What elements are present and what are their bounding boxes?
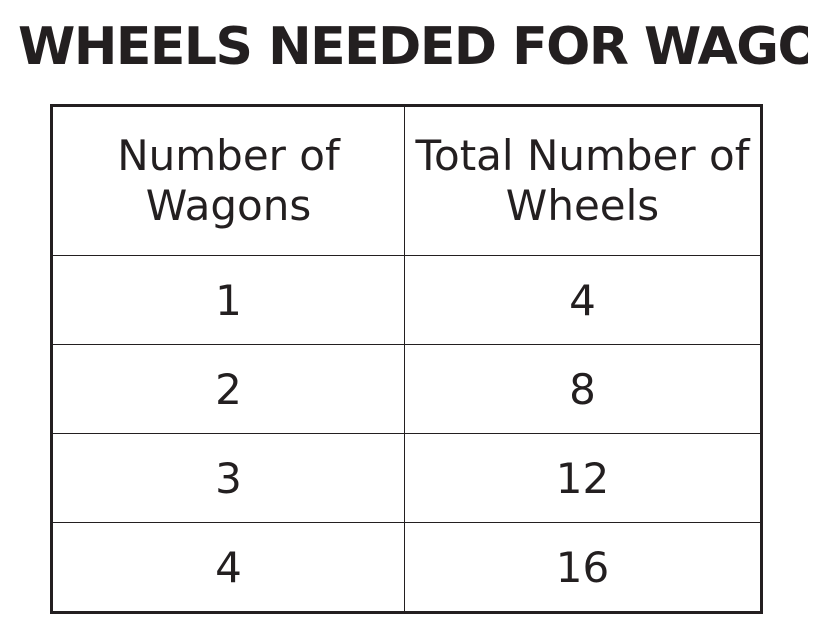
cell-wagons: 1	[51, 255, 405, 345]
table-title: WHEELS NEEDED FOR WAGONS	[18, 17, 808, 77]
column-header-wheels: Total Number of Wheels	[404, 105, 762, 256]
data-table: Number of Wagons Total Number of Wheels …	[50, 104, 763, 614]
cell-wheels: 8	[404, 344, 762, 434]
cell-wheels: 16	[404, 522, 762, 613]
table-row: 3 12	[51, 433, 762, 523]
cell-wheels: 4	[404, 255, 762, 345]
cell-wagons: 2	[51, 344, 405, 434]
header-row: Number of Wagons Total Number of Wheels	[51, 105, 762, 256]
table-row: 4 16	[51, 522, 762, 613]
cell-wagons: 4	[51, 522, 405, 613]
cell-wheels: 12	[404, 433, 762, 523]
column-header-wagons: Number of Wagons	[51, 105, 405, 256]
table-body: 1 4 2 8 3 12 4 16	[51, 255, 762, 613]
cell-wagons: 3	[51, 433, 405, 523]
